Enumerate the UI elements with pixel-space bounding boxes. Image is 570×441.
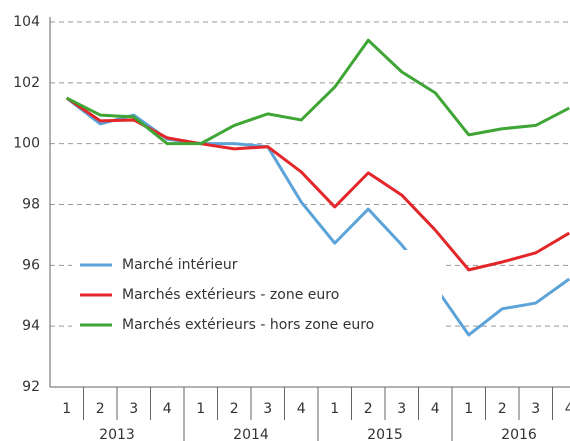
x-group-label: 2013 [99,427,135,441]
x-tick-label: 4 [431,401,440,417]
x-tick-label: 4 [297,401,306,417]
legend-label: Marché intérieur [122,257,238,273]
y-tick-label: 104 [13,14,40,30]
x-tick-label: 1 [62,401,71,417]
legend-box [72,250,442,342]
y-tick-label: 94 [22,318,40,334]
legend-label: Marchés extérieurs - hors zone euro [122,317,374,333]
y-tick-label: 100 [13,136,40,152]
legend-label: Marchés extérieurs - zone euro [122,287,339,303]
y-tick-label: 102 [13,75,40,91]
y-tick-label: 98 [22,197,40,213]
y-tick-label: 92 [22,379,40,395]
x-group-label: 2014 [233,427,269,441]
series-line [66,38,570,146]
series-line [65,96,570,337]
x-tick-label: 3 [263,401,272,417]
x-tick-label: 3 [397,401,406,417]
x-tick-label: 2 [230,401,239,417]
x-tick-label: 4 [565,401,570,417]
x-tick-label: 2 [96,401,105,417]
x-tick-label: 2 [498,401,507,417]
x-tick-label: 1 [196,401,205,417]
x-group-label: 2016 [501,427,537,441]
x-tick-label: 4 [163,401,172,417]
x-tick-label: 1 [330,401,339,417]
x-tick-label: 3 [129,401,138,417]
y-tick-label: 96 [22,257,40,273]
x-tick-label: 1 [464,401,473,417]
x-group-label: 2015 [367,427,403,441]
x-tick-label: 2 [364,401,373,417]
x-tick-label: 3 [531,401,540,417]
